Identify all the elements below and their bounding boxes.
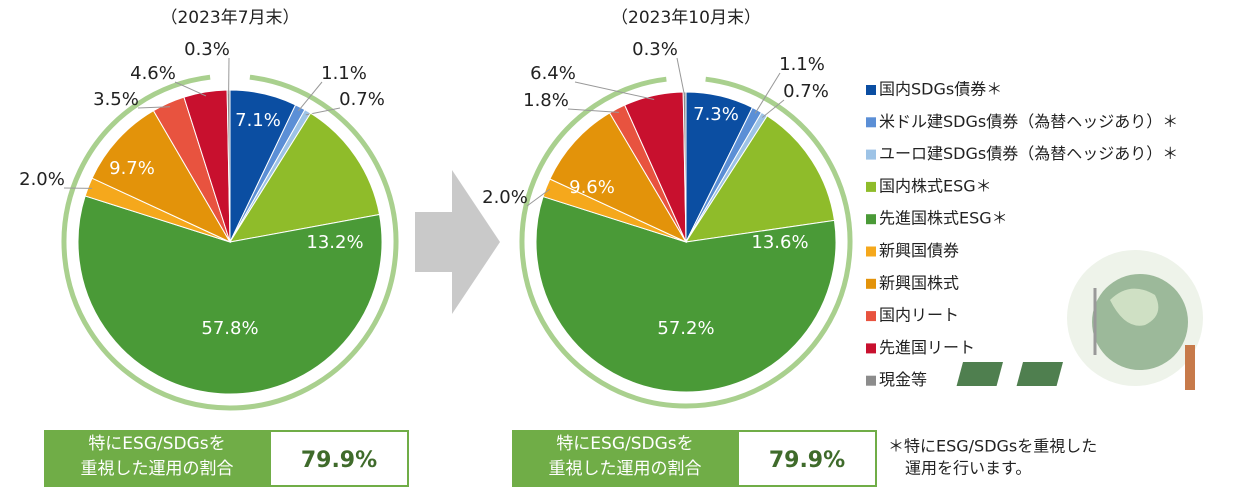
value-label: 0.7% bbox=[783, 81, 829, 102]
pie-slice bbox=[682, 91, 687, 243]
summary-value: 79.9% bbox=[301, 448, 377, 473]
leader-line bbox=[754, 72, 781, 114]
pie-slice bbox=[77, 195, 383, 395]
summary-value: 79.9% bbox=[769, 448, 845, 473]
note: ＊特にESG/SDGsを重視した bbox=[888, 437, 1097, 456]
legend-marker bbox=[866, 85, 876, 95]
illustration bbox=[956, 250, 1203, 390]
legend-label: 先進国リート bbox=[879, 338, 975, 357]
value-label: 2.0% bbox=[482, 187, 528, 208]
value-label: 6.4% bbox=[530, 63, 576, 84]
arrow bbox=[415, 170, 500, 314]
ring bbox=[519, 76, 853, 409]
pie-slice bbox=[549, 112, 688, 244]
leader-line bbox=[137, 106, 170, 109]
summary-label-box bbox=[44, 430, 270, 487]
legend-marker bbox=[866, 343, 876, 354]
chart-title: （2023年10月末） bbox=[611, 8, 761, 28]
legend-marker bbox=[866, 375, 876, 386]
pie-slice bbox=[684, 115, 836, 243]
legend-label: 国内SDGs債券＊ bbox=[879, 80, 1002, 99]
legend-label: 新興国株式 bbox=[879, 273, 959, 292]
legend-marker bbox=[866, 149, 876, 160]
ring bbox=[61, 74, 399, 411]
pie-slice bbox=[91, 110, 232, 244]
legend-label: 国内株式ESG＊ bbox=[879, 176, 992, 195]
value-label: 7.3% bbox=[693, 104, 739, 125]
value-label: 3.5% bbox=[93, 89, 139, 110]
legend-label: 現金等 bbox=[879, 370, 927, 389]
summary-label: 重視した運用の割合 bbox=[549, 459, 702, 479]
summary-label-box bbox=[512, 430, 738, 487]
summary-label: 重視した運用の割合 bbox=[81, 459, 234, 479]
value-label: 13.2% bbox=[306, 232, 363, 253]
leader-line bbox=[298, 81, 323, 112]
legend-label: 先進国株式ESG＊ bbox=[879, 209, 1008, 228]
pie-slice bbox=[535, 195, 837, 393]
legend-marker bbox=[866, 181, 876, 192]
value-label: 1.1% bbox=[779, 54, 825, 75]
summary-label: 特にESG/SDGsを bbox=[88, 434, 225, 454]
summary-value-box bbox=[269, 430, 409, 487]
legend-label: 新興国債券 bbox=[879, 241, 959, 260]
note: 運用を行います。 bbox=[905, 459, 1031, 478]
legend-label: ユーロ建SDGs債券（為替ヘッジあり）＊ bbox=[879, 144, 1178, 163]
value-label: 7.1% bbox=[235, 110, 281, 131]
value-label: 9.7% bbox=[109, 158, 155, 179]
value-label: 57.8% bbox=[201, 318, 258, 339]
value-label: 1.1% bbox=[321, 63, 367, 84]
leader-line bbox=[676, 57, 686, 97]
value-label: 4.6% bbox=[130, 63, 176, 84]
value-label: 1.8% bbox=[523, 90, 569, 111]
value-label: 0.3% bbox=[184, 39, 230, 60]
legend-marker bbox=[866, 278, 876, 289]
value-label: 57.2% bbox=[657, 318, 714, 339]
summary-value-box bbox=[737, 430, 877, 487]
value-label: 0.7% bbox=[339, 89, 385, 110]
legend-marker bbox=[866, 117, 876, 128]
value-label: 0.3% bbox=[632, 39, 678, 60]
summary-label: 特にESG/SDGsを bbox=[556, 434, 693, 454]
legend-label: 米ドル建SDGs債券（為替ヘッジあり）＊ bbox=[879, 112, 1178, 131]
legend-marker bbox=[866, 311, 876, 322]
leader-line bbox=[567, 108, 619, 113]
pie-slice bbox=[228, 112, 381, 243]
value-label: 2.0% bbox=[19, 169, 65, 190]
value-label: 9.6% bbox=[569, 177, 615, 198]
legend-marker bbox=[866, 246, 876, 257]
leader-line bbox=[574, 81, 655, 101]
legend-marker bbox=[866, 214, 876, 225]
value-label: 13.6% bbox=[751, 232, 808, 253]
leader-line bbox=[761, 99, 785, 118]
legend-label: 国内リート bbox=[879, 306, 959, 325]
chart-title: （2023年7月末） bbox=[160, 8, 299, 28]
leader-line bbox=[526, 188, 551, 207]
leader-line bbox=[174, 81, 207, 97]
